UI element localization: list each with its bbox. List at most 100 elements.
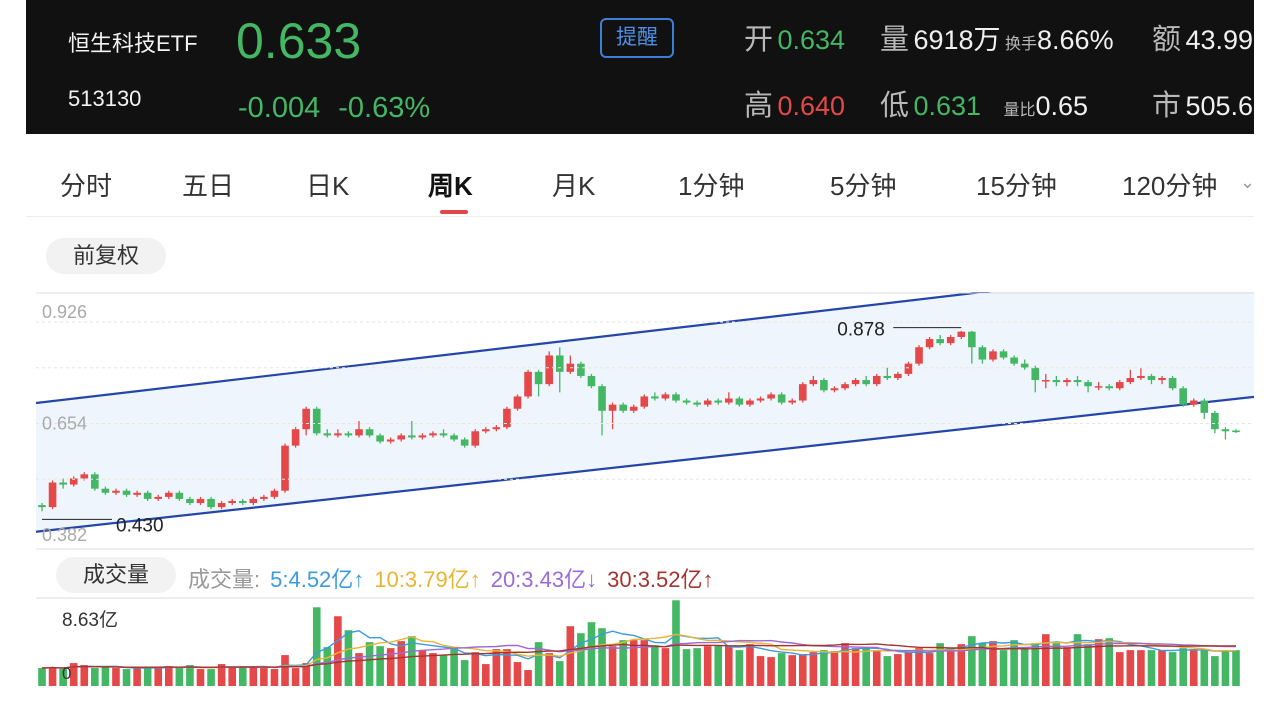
stat-open: 开 0.634	[744, 16, 845, 58]
volume-bar	[915, 648, 923, 686]
volume-bar	[1158, 650, 1166, 686]
volume-bar	[968, 636, 976, 686]
volume-bar	[545, 653, 553, 686]
candle-body	[925, 339, 934, 348]
remind-button[interactable]: 提醒	[600, 18, 674, 58]
security-code: 513130	[68, 86, 142, 111]
tab-five-day[interactable]: 五日	[182, 171, 235, 201]
candle-body	[365, 429, 374, 436]
volume-bar	[154, 667, 163, 686]
volume-bar	[566, 626, 575, 686]
candle-body	[154, 496, 163, 499]
volume-bar	[651, 645, 659, 686]
volume-bar	[1137, 650, 1145, 686]
volume-bar	[376, 646, 384, 686]
candle-body	[186, 498, 194, 504]
stat-high: 高 0.640	[744, 82, 845, 124]
volume-bar	[999, 650, 1008, 686]
volume-bar	[1084, 644, 1092, 686]
candle-body	[249, 498, 258, 504]
candle-body	[481, 429, 490, 432]
kline-chart: 0.926 0.654 0.382 0.878 0.430 8.63亿 0	[36, 292, 1254, 686]
stat-turnover-label: 换手	[1005, 36, 1038, 53]
volume-bar	[312, 607, 321, 686]
candle-body	[999, 351, 1008, 358]
tab-daily-k[interactable]: 日K	[306, 171, 350, 201]
candle-body	[355, 429, 363, 436]
volume-bar	[851, 648, 860, 686]
candle-body	[640, 396, 649, 407]
candle-body	[545, 355, 553, 385]
volume-bar	[397, 641, 406, 686]
volume-bar	[503, 649, 511, 686]
volume-bar	[682, 649, 691, 686]
tab-weekly-k[interactable]: 周K	[428, 171, 473, 201]
candle-body	[101, 488, 110, 493]
candle-body	[164, 492, 173, 497]
volume-bar	[355, 653, 363, 686]
candle-body	[725, 398, 733, 403]
candle-body	[1232, 430, 1240, 433]
volume-bar	[1179, 648, 1187, 686]
volume-bar	[238, 666, 247, 686]
candle-body	[1179, 388, 1187, 405]
candle-body	[809, 380, 818, 385]
tab-monthly-k[interactable]: 月K	[552, 171, 596, 201]
volume-bar	[59, 669, 67, 686]
low-marker-label: 0.430	[116, 515, 164, 536]
candle-body	[703, 400, 712, 405]
candle-body	[1073, 380, 1082, 383]
candle-body	[767, 394, 775, 399]
volume-bar	[291, 668, 300, 686]
volume-bar	[471, 652, 480, 686]
tab-15min[interactable]: 15分钟	[976, 171, 1057, 201]
y-tick-label: 0.382	[42, 525, 87, 545]
chevron-down-icon[interactable]: ⌄	[1240, 172, 1254, 192]
candle-body	[1168, 377, 1177, 389]
volume-bar	[1221, 651, 1230, 686]
candle-body	[936, 339, 944, 344]
candle-body	[798, 384, 807, 401]
volume-bar	[1211, 656, 1219, 686]
candle-body	[851, 380, 860, 385]
volume-bar	[989, 641, 997, 686]
y-tick-label: 0.926	[42, 302, 87, 322]
candle-body	[376, 435, 384, 442]
tab-120min[interactable]: 120分钟	[1122, 171, 1218, 201]
candle-body	[820, 380, 828, 391]
candle-body	[735, 398, 744, 405]
candle-body	[1031, 367, 1040, 381]
candle-body	[555, 355, 564, 372]
volume-bar	[112, 668, 120, 686]
candle-body	[693, 402, 701, 405]
stat-open-value: 0.634	[777, 25, 846, 55]
tab-intraday[interactable]: 分时	[60, 171, 113, 201]
channel-fill	[36, 292, 1254, 532]
volume-bar	[978, 643, 987, 686]
volume-bar	[577, 633, 585, 686]
stat-volume-label: 量	[880, 24, 910, 56]
candle-body	[777, 394, 786, 403]
volume-bar	[481, 664, 490, 686]
volume-bar	[746, 644, 754, 686]
volume-bar	[798, 654, 807, 686]
candle-body	[1063, 380, 1071, 383]
candle-body	[143, 492, 152, 499]
candle-body	[450, 435, 458, 440]
adjust-mode-button[interactable]: 前复权	[46, 238, 166, 274]
volume-indicator-button[interactable]: 成交量	[56, 557, 176, 593]
candle-body	[1105, 386, 1114, 389]
tab-1min[interactable]: 1分钟	[678, 171, 745, 201]
candle-body	[291, 429, 300, 446]
volume-bar	[767, 657, 775, 686]
last-price: 0.633	[236, 13, 362, 69]
candle-body	[217, 503, 226, 508]
candle-body	[175, 492, 184, 499]
candle-body	[830, 388, 839, 391]
volume-bar	[1147, 650, 1156, 686]
tab-5min[interactable]: 5分钟	[830, 171, 897, 201]
volume-bar	[640, 640, 649, 686]
volume-bar	[1010, 640, 1018, 686]
candle-body	[651, 396, 659, 399]
candle-body	[1211, 412, 1219, 430]
